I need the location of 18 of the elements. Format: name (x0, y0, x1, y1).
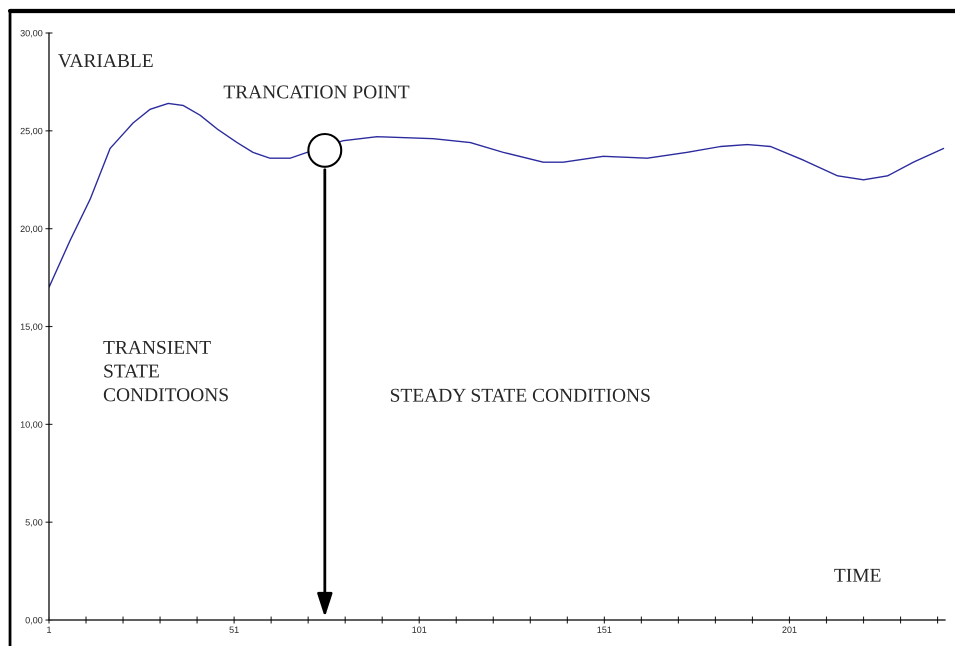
x-tick-label: 201 (782, 626, 797, 633)
x-tick-label: 101 (412, 626, 426, 633)
annotation: TRANCATION POINT (224, 85, 410, 98)
y-tick-label: 25,00 (20, 128, 42, 136)
annotation: TRANSIENT STATE CONDITOONS (103, 340, 228, 402)
x-tick-label: 151 (598, 626, 612, 633)
y-tick-label: 15,00 (20, 323, 42, 331)
x-axis-title: TIME (834, 568, 880, 582)
y-tick-label: 20,00 (20, 226, 42, 234)
x-tick-label: 1 (47, 626, 52, 633)
y-tick-label: 10,00 (20, 421, 42, 429)
y-axis-title: VARIABLE (58, 54, 153, 68)
y-tick-label: 5,00 (26, 519, 42, 527)
line-series (48, 102, 944, 288)
annotation: STEADY STATE CONDITIONS (390, 388, 650, 402)
y-tick-label: 0,00 (26, 617, 42, 624)
y-tick-label: 30,00 (20, 30, 42, 38)
x-tick-label: 51 (229, 626, 239, 633)
